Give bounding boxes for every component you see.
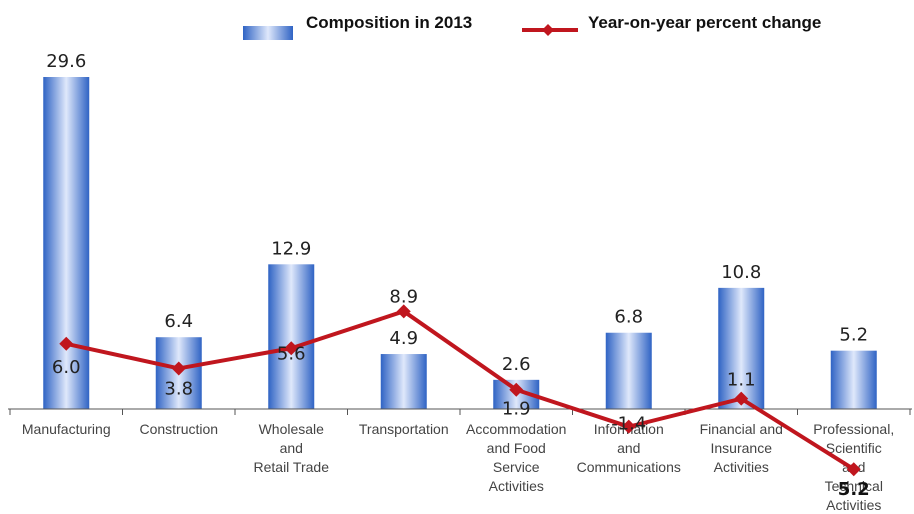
legend: Composition in 2013 Year-on-year percent… — [243, 13, 821, 40]
line-series — [59, 304, 861, 477]
trend-line — [65, 309, 855, 471]
line-point-marker — [621, 419, 636, 434]
bar — [268, 264, 315, 409]
bar-value-label: 6.4 — [164, 311, 193, 332]
line-point-marker — [846, 462, 861, 477]
bar-value-label: 12.9 — [271, 238, 311, 259]
bar-series — [43, 77, 877, 409]
line-value-label: -1.4 — [611, 414, 646, 435]
x-axis-ticks — [9, 409, 911, 415]
line-point-marker — [284, 341, 299, 356]
bar — [605, 332, 652, 409]
bar-value-label: 6.8 — [614, 307, 643, 328]
category-label: Manufacturing — [22, 421, 111, 437]
bar — [43, 77, 90, 409]
line-value-label: 8.9 — [389, 286, 418, 307]
line-value-label: 3.8 — [164, 378, 193, 399]
bar-value-label: 10.8 — [721, 262, 761, 283]
category-labels: Manufacturing Construction Wholesale and Ret… — [22, 421, 894, 513]
bar-value-label: 2.6 — [502, 354, 531, 375]
legend-line-label: Year-on-year percent change — [588, 13, 821, 32]
bar-value-labels: 29.6 6.4 12.9 4.9 2.6 6.8 10.8 5.2 — [46, 51, 868, 375]
bar — [830, 350, 877, 409]
legend-bar-swatch — [243, 26, 293, 40]
category-label: Professional,ScientificandTechnicalActiv… — [813, 421, 894, 513]
line-value-labels: 6.0 3.8 5.6 8.9 1.9 -1.4 1.1 5.2 — [52, 286, 870, 500]
line-value-label: 6.0 — [52, 357, 81, 378]
bar-value-label: 5.2 — [839, 325, 868, 346]
legend-bar-label: Composition in 2013 — [306, 13, 472, 32]
line-point-marker — [59, 336, 74, 351]
line-value-label: 1.9 — [502, 399, 531, 420]
line-point-marker — [396, 304, 411, 319]
bar — [380, 354, 427, 409]
category-label: Construction — [139, 421, 218, 437]
bar-value-label: 4.9 — [389, 328, 418, 349]
category-label: Transportation — [359, 421, 449, 437]
category-label: Financial and Insurance Activities — [700, 421, 783, 475]
line-point-marker — [509, 382, 524, 397]
category-label: Wholesale and Retail Trade — [254, 421, 330, 475]
line-value-label: 5.6 — [277, 343, 306, 364]
bar-value-label: 29.6 — [46, 51, 86, 72]
line-point-marker — [171, 361, 186, 376]
line-value-label: 1.1 — [727, 370, 756, 391]
bar — [718, 287, 765, 409]
line-value-label: 5.2 — [838, 479, 870, 500]
legend-line-marker — [542, 24, 554, 36]
line-point-marker — [734, 391, 749, 406]
category-label: Accommodation and Food Service Activities — [466, 421, 566, 494]
